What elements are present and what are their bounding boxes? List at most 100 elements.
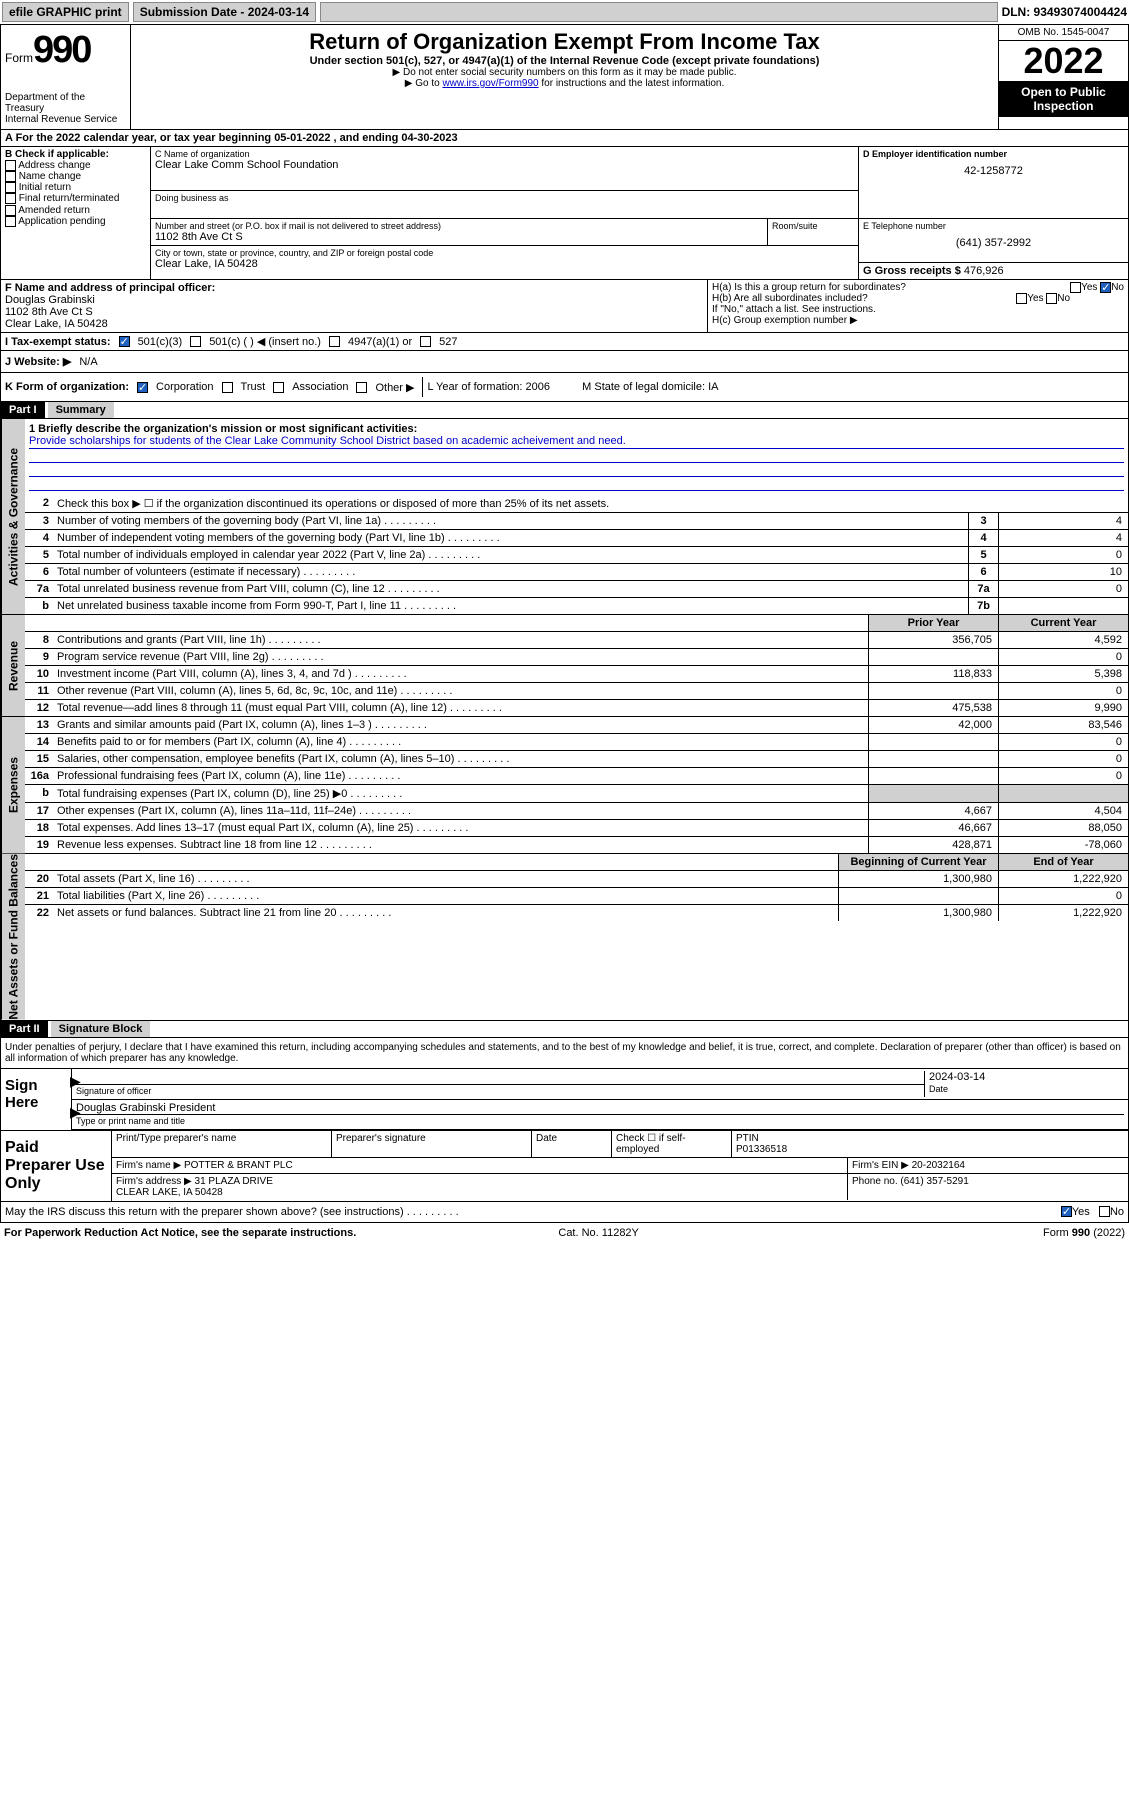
activities-governance: Activities & Governance 1 Briefly descri…	[0, 419, 1129, 615]
cb-corp[interactable]	[137, 382, 148, 393]
box-c: C Name of organization Clear Lake Comm S…	[151, 147, 858, 279]
line-13: 13 Grants and similar amounts paid (Part…	[25, 717, 1128, 734]
footer-left: For Paperwork Reduction Act Notice, see …	[4, 1227, 356, 1239]
box-b-title: B Check if applicable:	[5, 149, 109, 160]
form-subtitle: Under section 501(c), 527, or 4947(a)(1)…	[139, 55, 990, 67]
status-label: I Tax-exempt status:	[5, 336, 111, 348]
cb-4947[interactable]	[329, 336, 340, 347]
cb-final-return[interactable]: Final return/terminated	[5, 193, 146, 204]
website-val: N/A	[79, 356, 97, 368]
prep-sig-label: Preparer's signature	[332, 1131, 532, 1157]
footer-right: Form 990 (2022)	[1043, 1227, 1125, 1239]
ein-label: D Employer identification number	[863, 149, 1007, 159]
firm-addr-label: Firm's address ▶	[116, 1176, 192, 1187]
inst2: ▶ Go to www.irs.gov/Form990 for instruct…	[139, 78, 990, 89]
inst1: ▶ Do not enter social security numbers o…	[139, 67, 990, 78]
header-right: OMB No. 1545-0047 2022 Open to Public In…	[998, 25, 1128, 129]
cb-527[interactable]	[420, 336, 431, 347]
cb-initial-return[interactable]: Initial return	[5, 182, 146, 193]
vtab-ag: Activities & Governance	[1, 419, 25, 614]
cb-name-change[interactable]: Name change	[5, 171, 146, 182]
topbar: efile GRAPHIC print Submission Date - 20…	[0, 0, 1129, 24]
hdr-curr: Current Year	[998, 615, 1128, 631]
efile-btn[interactable]: efile GRAPHIC print	[2, 2, 129, 22]
mission-block: 1 Briefly describe the organization's mi…	[25, 419, 1128, 495]
k-row: K Form of organization: Corporation Trus…	[0, 373, 1129, 402]
section-fhi: F Name and address of principal officer:…	[0, 280, 1129, 333]
may-irs-row: May the IRS discuss this return with the…	[0, 1202, 1129, 1223]
ein-val: 42-1258772	[863, 159, 1124, 177]
website-row: J Website: ▶ N/A	[0, 351, 1129, 373]
header-mid: Return of Organization Exempt From Incom…	[131, 25, 998, 129]
year-formation: L Year of formation: 2006	[427, 381, 582, 393]
sign-here-label: Sign Here	[1, 1069, 71, 1130]
box-d: D Employer identification number 42-1258…	[858, 147, 1128, 279]
hdr-prior: Prior Year	[868, 615, 998, 631]
tax-year: 2022	[999, 41, 1128, 81]
box-b: B Check if applicable: Address change Na…	[1, 147, 151, 279]
firm-name: POTTER & BRANT PLC	[184, 1160, 293, 1171]
city-label: City or town, state or province, country…	[155, 248, 854, 258]
declaration: Under penalties of perjury, I declare th…	[0, 1038, 1129, 1069]
line-7a: 7a Total unrelated business revenue from…	[25, 581, 1128, 598]
room-label: Room/suite	[772, 221, 854, 231]
cb-amended[interactable]: Amended return	[5, 205, 146, 216]
cb-501c3[interactable]	[119, 336, 130, 347]
phone-val: (641) 357-2992	[863, 231, 1124, 249]
officer-addr2: Clear Lake, IA 50428	[5, 318, 108, 330]
submission-btn[interactable]: Submission Date - 2024-03-14	[133, 2, 316, 22]
cb-trust[interactable]	[222, 382, 233, 393]
line-18: 18 Total expenses. Add lines 13–17 (must…	[25, 820, 1128, 837]
line-6: 6 Total number of volunteers (estimate i…	[25, 564, 1128, 581]
firm-name-label: Firm's name ▶	[116, 1160, 181, 1171]
prep-date-label: Date	[532, 1131, 612, 1157]
dln: DLN: 93493074004424	[1002, 5, 1127, 19]
revenue-section: Revenue Prior YearCurrent Year 8 Contrib…	[0, 615, 1129, 717]
vtab-exp: Expenses	[1, 717, 25, 853]
f-label: F Name and address of principal officer:	[5, 282, 215, 294]
sign-here-block: Sign Here ▶ Signature of officer 2024-03…	[0, 1069, 1129, 1131]
cb-may-yes[interactable]	[1061, 1206, 1072, 1217]
cb-other[interactable]	[356, 382, 367, 393]
irs-link[interactable]: www.irs.gov/Form990	[442, 78, 538, 89]
cb-501c[interactable]	[190, 336, 201, 347]
state-domicile: M State of legal domicile: IA	[582, 381, 718, 393]
part1-header: Part I Summary	[0, 402, 1129, 419]
line2: Check this box ▶ ☐ if the organization d…	[53, 495, 1128, 512]
line-b: b Total fundraising expenses (Part IX, c…	[25, 785, 1128, 803]
cb-address-change[interactable]: Address change	[5, 160, 146, 171]
line-b: b Net unrelated business taxable income …	[25, 598, 1128, 614]
org-name: Clear Lake Comm School Foundation	[155, 159, 854, 171]
form-title: Return of Organization Exempt From Incom…	[139, 29, 990, 55]
firm-addr2: CLEAR LAKE, IA 50428	[116, 1187, 223, 1198]
cb-assoc[interactable]	[273, 382, 284, 393]
line-22: 22 Net assets or fund balances. Subtract…	[25, 905, 1128, 921]
line-3: 3 Number of voting members of the govern…	[25, 513, 1128, 530]
gross-label: G Gross receipts $	[863, 265, 964, 277]
line-14: 14 Benefits paid to or for members (Part…	[25, 734, 1128, 751]
officer-sig-name: Douglas Grabinski President	[76, 1102, 1124, 1115]
net-assets-section: Net Assets or Fund Balances Beginning of…	[0, 854, 1129, 1021]
part1-hdr: Part I	[1, 402, 45, 418]
cb-app-pending[interactable]: Application pending	[5, 216, 146, 227]
line-20: 20 Total assets (Part X, line 16) 1,300,…	[25, 871, 1128, 888]
status-row: I Tax-exempt status: 501(c)(3) 501(c) ( …	[0, 333, 1129, 351]
phone-label: E Telephone number	[863, 221, 1124, 231]
cb-may-no[interactable]	[1099, 1206, 1110, 1217]
line-9: 9 Program service revenue (Part VIII, li…	[25, 649, 1128, 666]
firm-phone-label: Phone no.	[852, 1176, 898, 1187]
ptin-label: PTIN	[736, 1133, 759, 1144]
spacer-btn	[320, 2, 997, 22]
form-header: Form990 Department of the Treasury Inter…	[0, 24, 1129, 130]
line-19: 19 Revenue less expenses. Subtract line …	[25, 837, 1128, 853]
header-left: Form990 Department of the Treasury Inter…	[1, 25, 131, 129]
footer: For Paperwork Reduction Act Notice, see …	[0, 1223, 1129, 1243]
name-label: C Name of organization	[155, 149, 854, 159]
dept: Department of the Treasury	[5, 92, 126, 114]
firm-addr1: 31 PLAZA DRIVE	[195, 1176, 273, 1187]
vtab-na: Net Assets or Fund Balances	[1, 854, 25, 1020]
lm-box: L Year of formation: 2006 M State of leg…	[422, 377, 722, 397]
form-word: Form	[5, 51, 33, 65]
sig-label: Signature of officer	[76, 1086, 151, 1096]
sig-date: 2024-03-14	[929, 1071, 1124, 1083]
